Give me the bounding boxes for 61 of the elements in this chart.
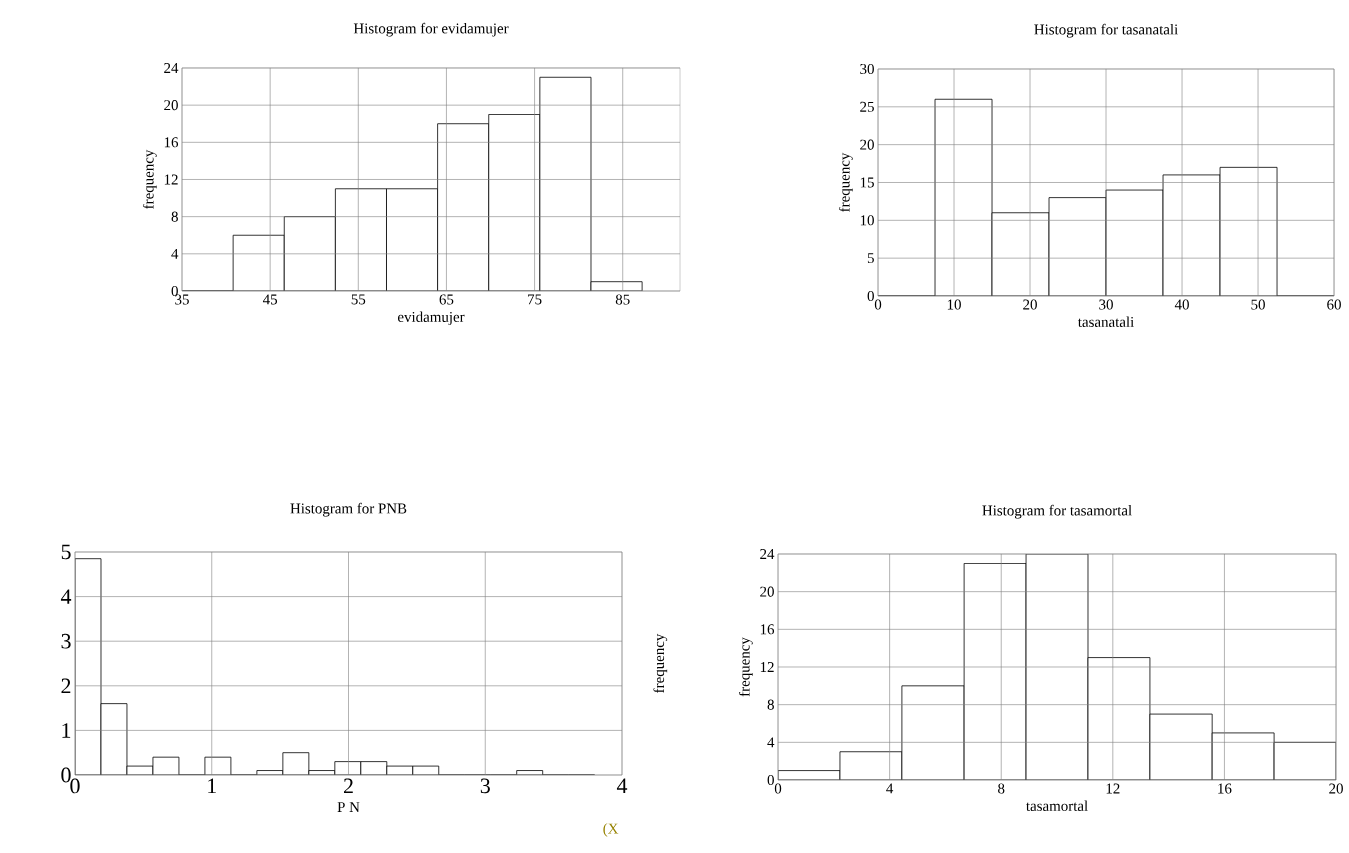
x-tick-label: 0 [874,299,882,310]
x-tick-label: 60 [1327,299,1341,310]
chart-title: Histogram for tasanatali [1034,23,1178,38]
y-tick-label: 8 [171,211,178,222]
y-tick-label: 25 [860,101,874,112]
text: (X [603,823,619,837]
y-tick-label: 2 [61,678,71,694]
y-tick-label: 8 [767,699,774,710]
x-tick-label: 4 [616,778,628,793]
x-tick-label: 2 [344,778,353,794]
y-tick-label: 20 [860,139,874,150]
y-axis-title: frequency [838,152,853,212]
x-axis-title: P N [337,802,360,812]
x-tick-label: 45 [262,294,278,305]
y-tick-label: 12 [760,662,774,672]
x-tick-label: 30 [1099,299,1113,310]
x-tick-label: 20 [1329,783,1343,794]
x-axis-title: evidamujer [397,311,465,325]
y-tick-label: 15 [860,177,874,188]
x-tick-label: 65 [439,294,454,305]
y-tick-label: 24 [164,63,179,73]
y-tick-label: 10 [860,215,874,226]
x-tick-label: 20 [1023,299,1037,310]
x-tick-label: 16 [1218,783,1232,794]
y-tick-label: 20 [760,586,774,597]
y-tick-label: 24 [760,549,775,559]
y-tick-label: 30 [860,63,874,75]
x-tick-label: 4 [886,783,894,794]
y-tick-label: 3 [61,633,71,649]
y-tick-label: 5 [867,253,874,264]
y-tick-label: 0 [171,285,178,297]
y-axis-title: frequency [142,149,157,209]
y-tick-label: 1 [62,723,71,738]
x-tick-label: 75 [528,294,542,305]
x-axis-title: tasamortal [1026,800,1088,811]
x-tick-label: 50 [1251,299,1265,310]
x-tick-label: 85 [615,294,630,305]
x-tick-label: 8 [998,783,1005,794]
x-tick-label: 1 [208,778,216,793]
x-tick-label: 0 [774,783,782,794]
y-tick-label: 16 [164,137,179,148]
x-tick-label: 12 [1106,783,1120,794]
y-tick-label: 0 [61,767,71,783]
chart-title: Histogram for evidamujer [353,22,509,37]
y-axis-title: frequency [653,633,668,693]
chart-title: Histogram for PNB [290,502,407,517]
x-tick-label: 3 [480,778,490,794]
y-tick-label: 4 [767,737,775,748]
y-tick-label: 12 [164,174,178,185]
y-tick-label: 16 [760,624,775,635]
x-tick-label: 10 [947,299,961,310]
y-tick-label: 4 [60,589,72,604]
x-axis-title: tasanatali [1077,316,1134,327]
x-tick-label: 40 [1174,299,1189,310]
chart-title: Histogram for tasamortal [982,504,1132,519]
x-tick-label: 55 [351,294,366,305]
y-tick-label: 4 [171,248,179,259]
y-axis-title: frequency [738,637,753,697]
x-tick-label: 35 [175,294,189,305]
y-tick-label: 5 [61,544,71,560]
y-tick-label: 20 [164,100,178,111]
